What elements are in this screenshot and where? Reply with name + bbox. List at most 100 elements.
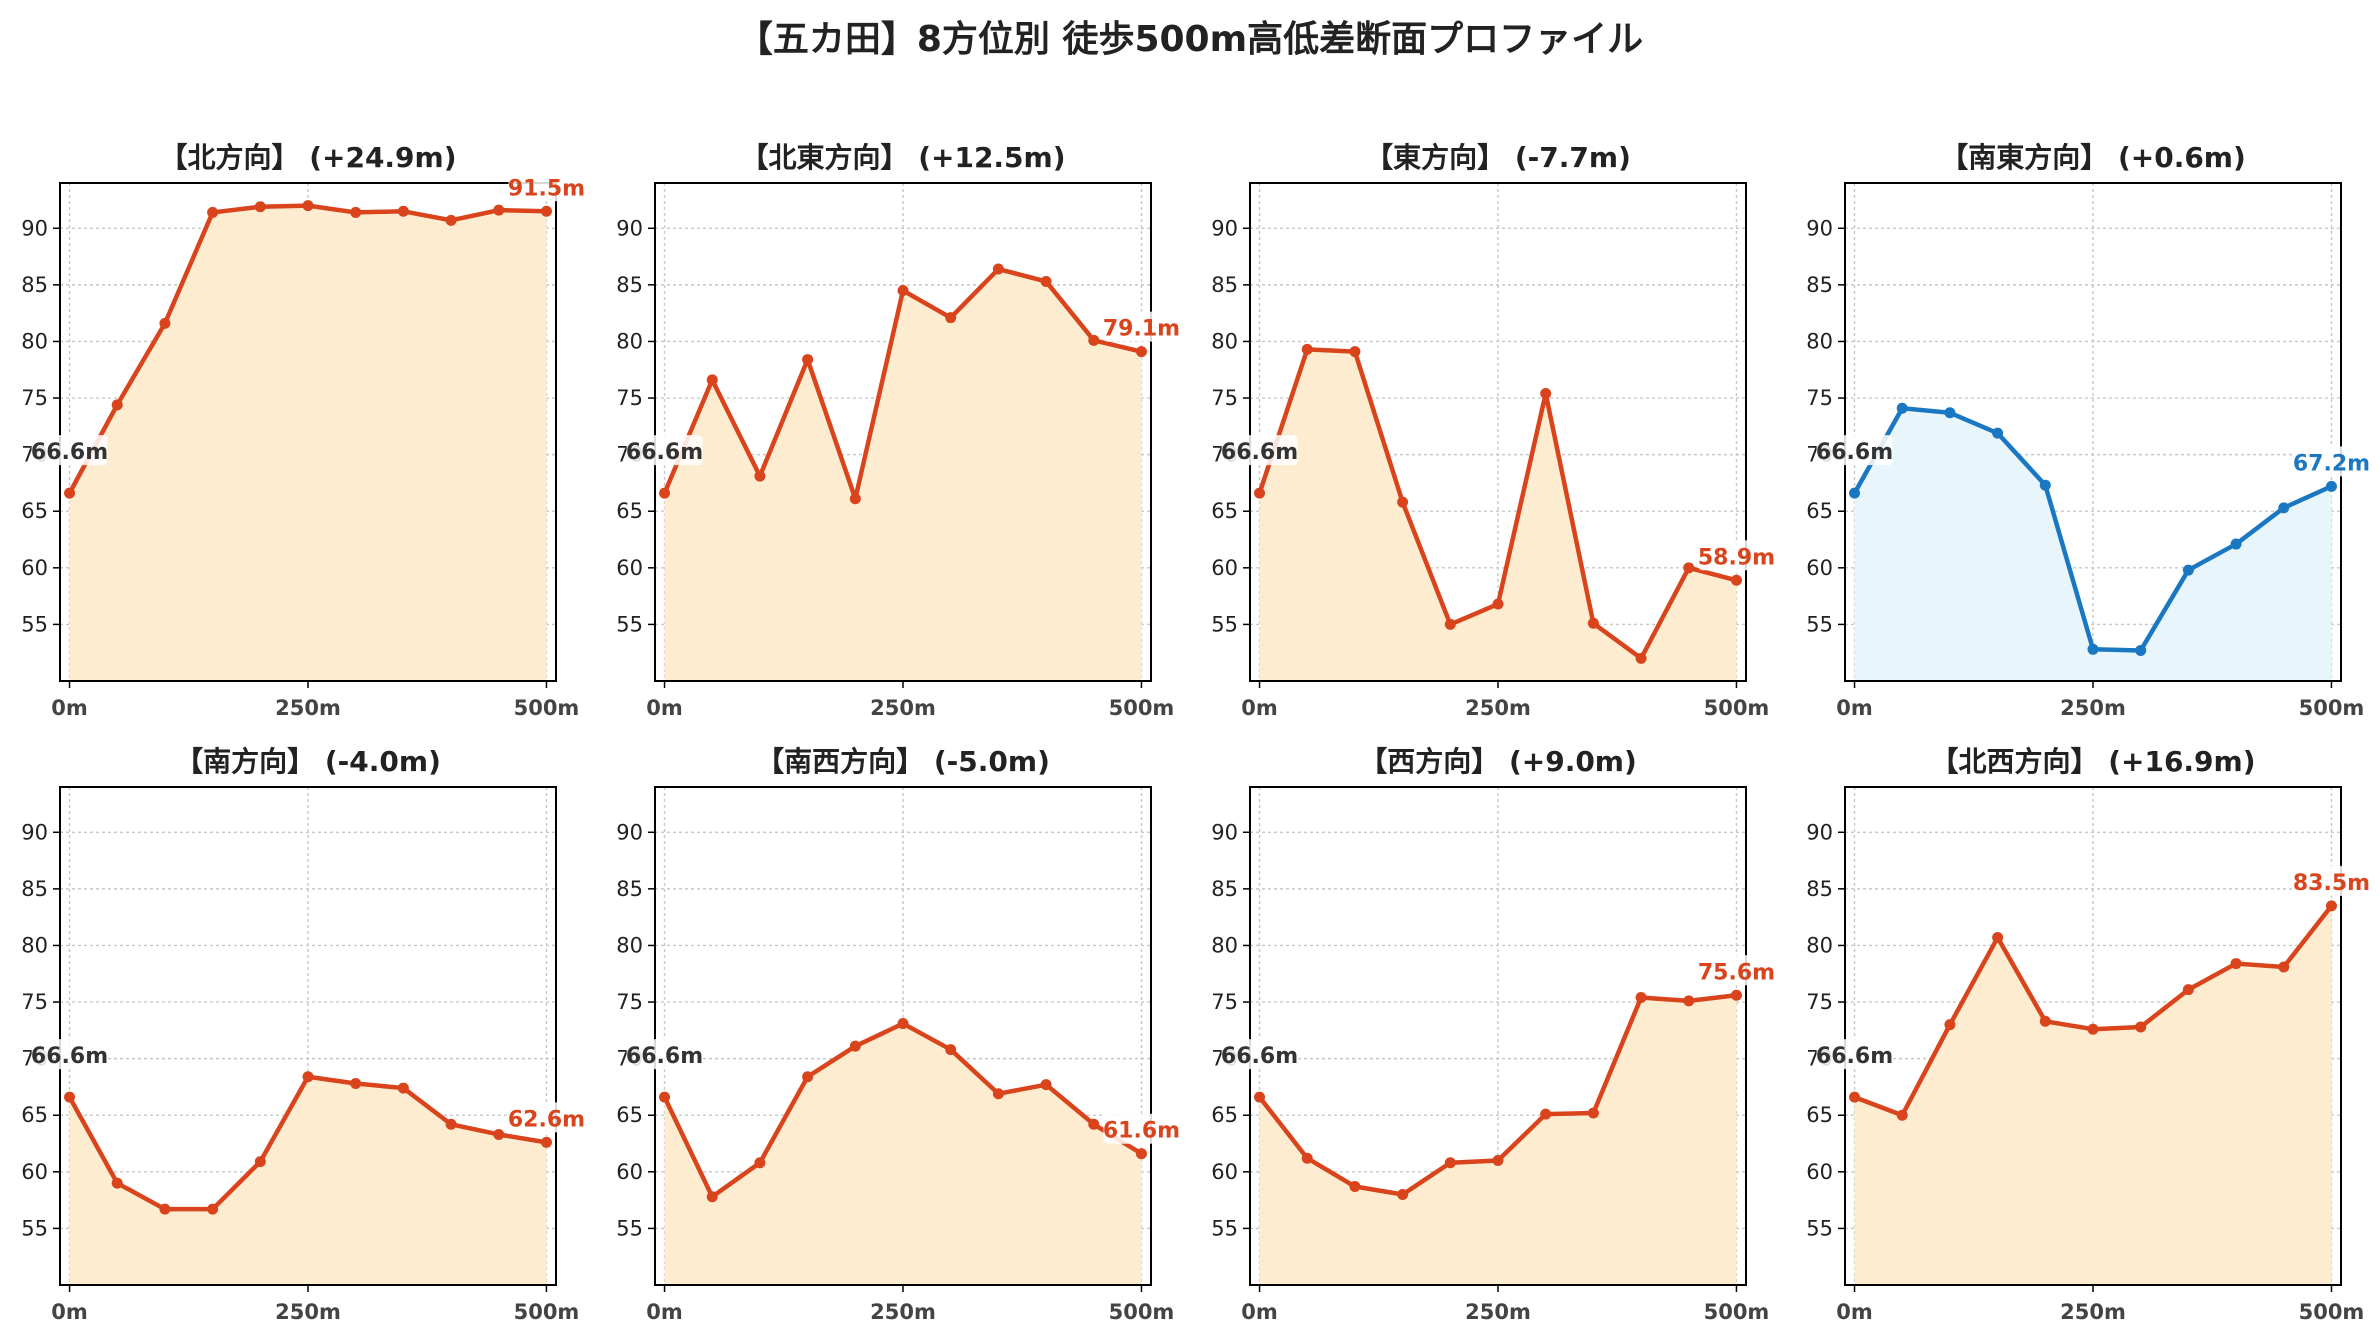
- y-tick-label: 75: [1211, 990, 1238, 1014]
- y-tick-label: 90: [1211, 216, 1238, 240]
- end-value-label: 61.6m: [1103, 1119, 1180, 1144]
- data-point: [1849, 1091, 1861, 1103]
- data-point: [111, 399, 123, 411]
- data-point: [1849, 487, 1861, 499]
- y-tick-label: 55: [1806, 612, 1833, 636]
- y-tick-label: 75: [616, 386, 643, 410]
- start-label-bg: [1221, 1039, 1298, 1070]
- data-point: [1301, 1152, 1313, 1164]
- chart-panel-1: 【北東方向】 (+12.5m)55606570758085900m250m500…: [616, 141, 1180, 720]
- y-tick-label: 80: [1806, 933, 1833, 957]
- y-tick-label: 90: [1806, 820, 1833, 844]
- x-tick-label: 250m: [275, 696, 341, 720]
- data-point: [2230, 958, 2242, 970]
- data-point: [849, 1040, 861, 1052]
- y-tick-label: 90: [616, 216, 643, 240]
- data-point: [1397, 496, 1409, 508]
- data-point: [897, 1018, 909, 1030]
- panel-title: 【南西方向】 (-5.0m): [756, 745, 1050, 778]
- y-tick-label: 60: [616, 556, 643, 580]
- end-label-bg: [1698, 955, 1775, 986]
- start-value-label: 66.6m: [1221, 440, 1298, 465]
- x-tick-label: 500m: [2299, 1300, 2365, 1324]
- start-value-label: 66.6m: [626, 440, 703, 465]
- x-tick-label: 0m: [51, 696, 88, 720]
- y-tick-label: 75: [616, 990, 643, 1014]
- x-tick-label: 0m: [1241, 696, 1278, 720]
- start-label-bg: [31, 435, 108, 466]
- y-tick-label: 90: [1211, 820, 1238, 844]
- y-tick-label: 65: [1211, 1103, 1238, 1127]
- y-tick-label: 85: [21, 273, 48, 297]
- y-tick-label: 80: [616, 933, 643, 957]
- y-tick-label: 85: [1806, 273, 1833, 297]
- area-fill: [69, 205, 547, 682]
- y-tick-label: 85: [1211, 877, 1238, 901]
- x-tick-label: 500m: [1109, 696, 1175, 720]
- area-fill: [1259, 995, 1737, 1285]
- end-value-label: 62.6m: [508, 1107, 585, 1132]
- data-point: [1992, 427, 2004, 439]
- area-fill: [1854, 408, 2332, 681]
- data-point: [445, 214, 457, 226]
- data-point: [159, 1203, 171, 1215]
- panel-title: 【北西方向】 (+16.9m): [1930, 745, 2255, 778]
- end-value-label: 75.6m: [1698, 960, 1775, 985]
- start-value-label: 66.6m: [1816, 440, 1893, 465]
- data-point: [945, 1044, 957, 1056]
- y-tick-label: 80: [616, 329, 643, 353]
- panel-title: 【西方向】 (+9.0m): [1359, 745, 1637, 778]
- x-tick-label: 0m: [51, 1300, 88, 1324]
- y-tick-label: 90: [616, 820, 643, 844]
- data-point: [350, 206, 362, 218]
- data-point: [1444, 1157, 1456, 1169]
- data-point: [302, 1071, 314, 1083]
- end-label-bg: [1103, 311, 1180, 342]
- chart-panel-6: 【西方向】 (+9.0m)55606570758085900m250m500m6…: [1211, 745, 1775, 1324]
- y-tick-label: 80: [1211, 329, 1238, 353]
- start-label-bg: [626, 435, 703, 466]
- data-point: [1540, 1108, 1552, 1120]
- data-point: [659, 487, 671, 499]
- end-label-bg: [2293, 446, 2370, 477]
- x-tick-label: 500m: [1109, 1300, 1175, 1324]
- x-tick-label: 250m: [870, 696, 936, 720]
- data-point: [2325, 900, 2337, 912]
- data-point: [2087, 643, 2099, 655]
- x-tick-label: 250m: [2060, 1300, 2126, 1324]
- area-fill: [69, 1076, 547, 1285]
- start-label-bg: [1816, 1039, 1893, 1070]
- start-value-label: 66.6m: [31, 440, 108, 465]
- data-point: [1944, 1019, 1956, 1031]
- start-label-bg: [626, 1039, 703, 1070]
- panel-title: 【東方向】 (-7.7m): [1365, 141, 1631, 174]
- chart-panel-4: 【南方向】 (-4.0m)55606570758085900m250m500m6…: [21, 745, 585, 1324]
- y-tick-label: 65: [1806, 1103, 1833, 1127]
- y-tick-label: 75: [21, 386, 48, 410]
- data-point: [207, 206, 219, 218]
- data-point: [397, 205, 409, 217]
- data-point: [2182, 564, 2194, 576]
- area-fill: [1854, 905, 2332, 1285]
- data-point: [207, 1203, 219, 1215]
- data-point: [1587, 617, 1599, 629]
- chart-main-title: 【五カ田】8方位別 徒歩500m高低差断面プロファイル: [736, 19, 1644, 60]
- panel-title: 【北東方向】 (+12.5m): [740, 141, 1065, 174]
- chart-panel-7: 【北西方向】 (+16.9m)55606570758085900m250m500…: [1806, 745, 2370, 1324]
- y-tick-label: 55: [616, 1216, 643, 1240]
- data-point: [1587, 1107, 1599, 1119]
- data-point: [493, 204, 505, 216]
- y-tick-label: 55: [1211, 1216, 1238, 1240]
- end-label-bg: [1698, 540, 1775, 571]
- y-tick-label: 75: [21, 990, 48, 1014]
- y-tick-label: 80: [21, 329, 48, 353]
- data-point: [2278, 961, 2290, 973]
- data-point: [1730, 989, 1742, 1001]
- data-point: [64, 487, 76, 499]
- y-tick-label: 85: [1211, 273, 1238, 297]
- data-point: [540, 205, 552, 217]
- start-value-label: 66.6m: [31, 1044, 108, 1069]
- chart-panel-3: 【南東方向】 (+0.6m)55606570758085900m250m500m…: [1806, 141, 2370, 720]
- data-point: [397, 1082, 409, 1094]
- y-tick-label: 85: [21, 877, 48, 901]
